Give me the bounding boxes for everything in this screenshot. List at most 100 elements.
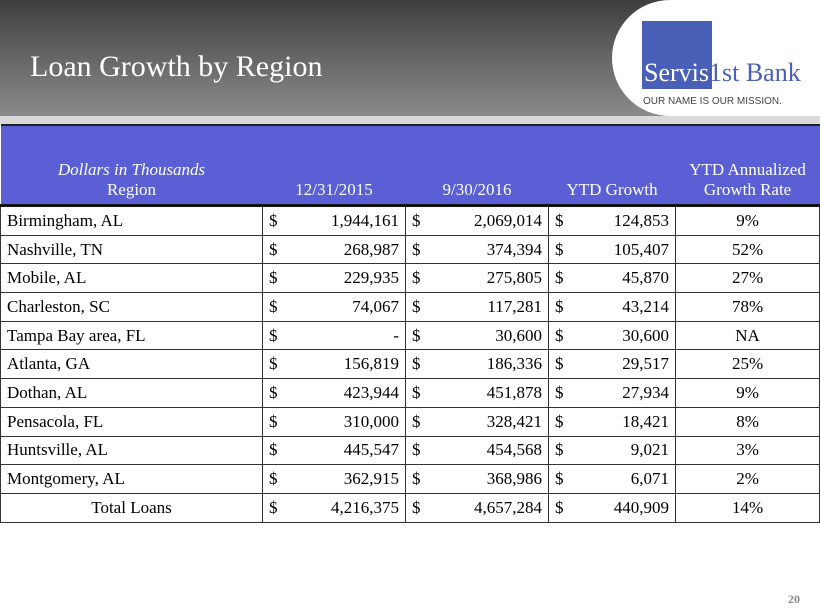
dollar-sign: $: [548, 263, 571, 294]
dollar-sign: $: [548, 406, 571, 437]
amount-cell: 186,336: [427, 349, 550, 380]
dollar-sign: $: [262, 492, 285, 523]
col-label: Growth Rate: [703, 180, 792, 199]
growth-rate-cell: 27%: [675, 263, 820, 294]
amount-cell: 6,071: [570, 464, 677, 494]
table-row: Dothan, AL $423,944 $451,878 $27,934 9%: [0, 378, 820, 408]
region-cell: Pensacola, FL: [0, 406, 263, 437]
divider-strip: [0, 116, 820, 124]
dollar-sign: $: [262, 234, 285, 265]
logo-part2: 1st Bank: [709, 58, 801, 87]
growth-rate-cell: 8%: [675, 406, 820, 437]
amount-cell: 1,944,161: [284, 205, 407, 236]
region-cell: Tampa Bay area, FL: [0, 320, 263, 351]
amount-cell: 328,421: [427, 406, 550, 437]
amount-cell: 45,870: [570, 263, 677, 294]
dollar-sign: $: [262, 263, 285, 294]
growth-rate-cell: NA: [675, 320, 820, 351]
amount-cell: 30,600: [570, 320, 677, 351]
dollar-sign: $: [405, 263, 428, 294]
growth-rate-cell: 52%: [675, 234, 820, 265]
table-row: Tampa Bay area, FL $ - $30,600 $30,600 NA: [0, 320, 820, 351]
growth-rate-cell: 78%: [675, 292, 820, 322]
region-cell: Birmingham, AL: [0, 205, 263, 236]
amount-cell: 117,281: [427, 292, 550, 322]
total-row: Total Loans $4,216,375 $4,657,284 $440,909 1…: [0, 492, 820, 523]
amount-cell: 124,853: [570, 205, 677, 236]
dollar-sign: $: [548, 349, 571, 380]
amount-cell: 229,935: [284, 263, 407, 294]
amount-cell: 27,934: [570, 378, 677, 408]
logo-square: [642, 21, 712, 89]
table-header: Dollars in Thousands Region 12/31/2015 9/…: [0, 124, 820, 207]
table-row: Atlanta, GA $156,819 $186,336 $29,517 25%: [0, 349, 820, 380]
col-growth-rate: YTD Annualized Growth Rate: [675, 124, 820, 207]
dollar-sign: $: [405, 406, 428, 437]
col-region: Dollars in Thousands Region: [0, 124, 263, 207]
col-ytd-growth: YTD Growth: [548, 124, 676, 207]
col-2016: 9/30/2016: [405, 124, 549, 207]
dollar-sign: $: [262, 320, 285, 351]
dollar-sign: $: [405, 492, 428, 523]
region-cell: Total Loans: [0, 492, 263, 523]
dollar-sign: $: [548, 492, 571, 523]
growth-rate-cell: 9%: [675, 205, 820, 236]
region-cell: Nashville, TN: [0, 234, 263, 265]
dollar-sign: $: [548, 234, 571, 265]
amount-cell: 451,878: [427, 378, 550, 408]
amount-cell: 368,986: [427, 464, 550, 494]
dollar-sign: $: [262, 406, 285, 437]
amount-cell: -: [284, 320, 407, 351]
dollar-sign: $: [405, 464, 428, 494]
logo-part1: Servis: [644, 58, 709, 87]
amount-cell: 156,819: [284, 349, 407, 380]
dollar-sign: $: [405, 349, 428, 380]
amount-cell: 9,021: [570, 435, 677, 466]
amount-cell: 310,000: [284, 406, 407, 437]
table-row: Mobile, AL $229,935 $275,805 $45,870 27%: [0, 263, 820, 294]
region-cell: Dothan, AL: [0, 378, 263, 408]
table-row: Pensacola, FL $310,000 $328,421 $18,421 8%: [0, 406, 820, 437]
amount-cell: 74,067: [284, 292, 407, 322]
company-logo: Servis1st Bank: [644, 58, 801, 88]
amount-cell: 4,657,284: [427, 492, 550, 523]
page-number: 20: [788, 592, 800, 606]
dollar-sign: $: [548, 464, 571, 494]
dollar-sign: $: [262, 378, 285, 408]
dollar-sign: $: [405, 292, 428, 322]
amount-cell: 105,407: [570, 234, 677, 265]
amount-cell: 275,805: [427, 263, 550, 294]
table-row: Montgomery, AL $362,915 $368,986 $6,071 2%: [0, 464, 820, 494]
table-row: Charleston, SC $74,067 $117,281 $43,214 78%: [0, 292, 820, 322]
growth-rate-cell: 14%: [675, 492, 820, 523]
slide-title: Loan Growth by Region: [30, 50, 323, 83]
units-note: Dollars in Thousands: [57, 160, 206, 179]
growth-rate-cell: 9%: [675, 378, 820, 408]
table-row: Huntsville, AL $445,547 $454,568 $9,021 3%: [0, 435, 820, 466]
col-label: Region: [106, 180, 157, 199]
dollar-sign: $: [548, 378, 571, 408]
amount-cell: 374,394: [427, 234, 550, 265]
region-cell: Charleston, SC: [0, 292, 263, 322]
dollar-sign: $: [548, 320, 571, 351]
dollar-sign: $: [262, 205, 285, 236]
table-row: Birmingham, AL $1,944,161 $2,069,014 $124,8…: [0, 205, 820, 236]
dollar-sign: $: [548, 292, 571, 322]
amount-cell: 445,547: [284, 435, 407, 466]
region-cell: Montgomery, AL: [0, 464, 263, 494]
region-cell: Mobile, AL: [0, 263, 263, 294]
table-row: Nashville, TN $268,987 $374,394 $105,407 52%: [0, 234, 820, 265]
dollar-sign: $: [405, 378, 428, 408]
region-cell: Atlanta, GA: [0, 349, 263, 380]
loan-growth-table: Dollars in Thousands Region 12/31/2015 9/…: [0, 124, 820, 523]
amount-cell: 29,517: [570, 349, 677, 380]
dollar-sign: $: [262, 292, 285, 322]
amount-cell: 362,915: [284, 464, 407, 494]
col-2015: 12/31/2015: [262, 124, 406, 207]
amount-cell: 30,600: [427, 320, 550, 351]
dollar-sign: $: [262, 349, 285, 380]
dollar-sign: $: [548, 435, 571, 466]
amount-cell: 423,944: [284, 378, 407, 408]
growth-rate-cell: 3%: [675, 435, 820, 466]
amount-cell: 440,909: [570, 492, 677, 523]
